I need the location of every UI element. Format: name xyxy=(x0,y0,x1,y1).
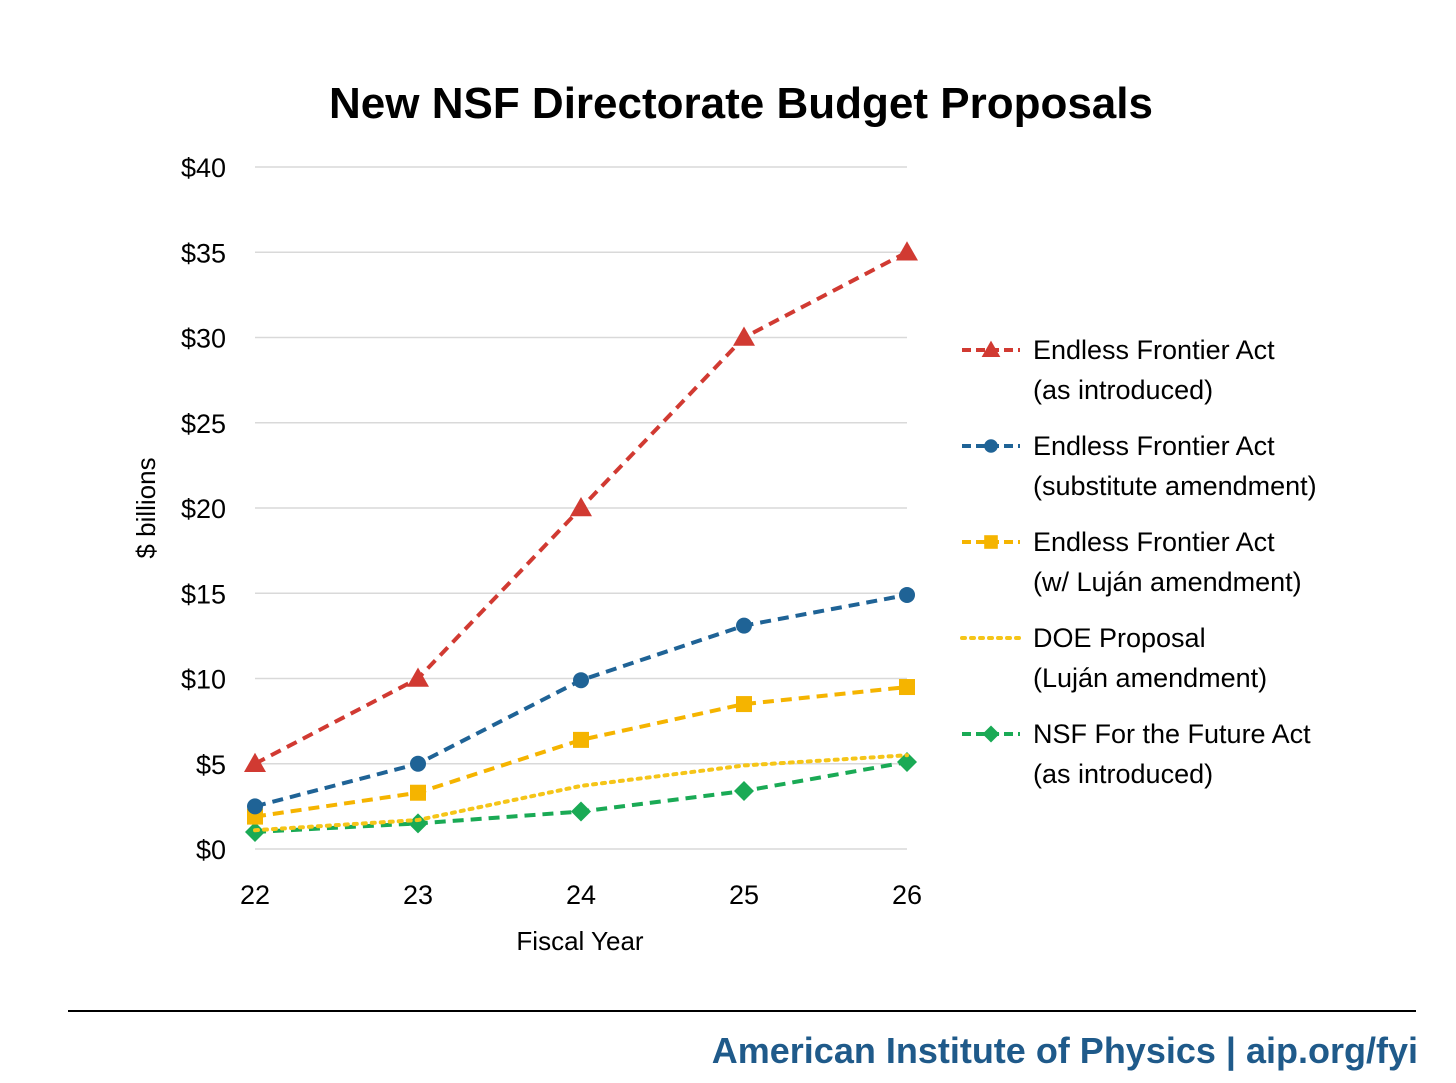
legend-label: Endless Frontier Act xyxy=(1033,431,1275,461)
triangle-marker xyxy=(570,497,592,517)
legend-label: (w/ Luján amendment) xyxy=(1033,567,1302,597)
circle-marker xyxy=(984,439,998,453)
legend-entry: DOE Proposal (Luján amendment) xyxy=(960,623,1267,693)
legend-label: Endless Frontier Act xyxy=(1033,527,1275,557)
legend-label: Endless Frontier Act xyxy=(1033,335,1275,365)
y-tick-label: $40 xyxy=(181,153,226,183)
circle-marker xyxy=(573,672,589,689)
x-tick-label: 23 xyxy=(403,880,433,910)
series-4 xyxy=(245,752,917,842)
series-0 xyxy=(244,241,918,772)
x-axis-ticks: 22 23 24 25 26 xyxy=(240,880,922,910)
y-tick-label: $0 xyxy=(196,835,226,865)
x-tick-label: 26 xyxy=(892,880,922,910)
legend-entry: Endless Frontier Act (w/ Luján amendment) xyxy=(962,527,1302,597)
diamond-marker xyxy=(897,752,917,773)
series-lines xyxy=(244,241,918,842)
chart-title: New NSF Directorate Budget Proposals xyxy=(329,79,1153,128)
legend: Endless Frontier Act(as introduced)Endle… xyxy=(960,335,1317,789)
x-axis-label: Fiscal Year xyxy=(516,926,644,956)
legend-label: (substitute amendment) xyxy=(1033,471,1317,501)
y-tick-label: $15 xyxy=(181,579,226,609)
circle-marker xyxy=(247,798,263,815)
y-tick-label: $20 xyxy=(181,494,226,524)
y-axis-label: $ billions xyxy=(131,457,161,558)
legend-label: DOE Proposal xyxy=(1033,623,1206,653)
circle-marker xyxy=(899,586,915,603)
square-marker xyxy=(899,679,915,696)
series-line xyxy=(254,685,908,819)
diamond-marker xyxy=(571,801,591,822)
series-line xyxy=(253,753,909,833)
legend-label: NSF For the Future Act xyxy=(1033,719,1311,749)
legend-entry: Endless Frontier Act (as introduced) xyxy=(962,335,1275,405)
x-tick-label: 24 xyxy=(566,880,596,910)
y-tick-label: $25 xyxy=(181,409,226,439)
square-marker xyxy=(984,535,998,549)
x-tick-label: 25 xyxy=(729,880,759,910)
y-tick-label: $35 xyxy=(181,238,226,268)
x-tick-label: 22 xyxy=(240,880,270,910)
legend-label: (as introduced) xyxy=(1033,759,1213,789)
legend-label: (as introduced) xyxy=(1033,375,1213,405)
square-marker xyxy=(410,784,426,801)
diamond-marker xyxy=(982,725,1000,743)
circle-marker xyxy=(410,755,426,772)
triangle-marker xyxy=(981,340,1001,358)
legend-label: (Luján amendment) xyxy=(1033,663,1267,693)
triangle-marker xyxy=(896,241,918,261)
y-tick-label: $30 xyxy=(181,324,226,354)
y-tick-label: $5 xyxy=(196,750,226,780)
square-marker xyxy=(736,696,752,713)
y-axis-ticks: $0 $5 $10 $15 $20 $25 $30 $35 $40 xyxy=(181,153,226,865)
series-line xyxy=(254,592,908,809)
legend-entry: Endless Frontier Act (substitute amendmen… xyxy=(962,431,1317,501)
square-marker xyxy=(573,731,589,748)
triangle-marker xyxy=(733,326,755,346)
triangle-marker xyxy=(407,667,429,687)
circle-marker xyxy=(736,617,752,634)
diamond-marker xyxy=(734,781,754,802)
diamond-marker xyxy=(408,813,428,834)
footer-credit: American Institute of Physics | aip.org/… xyxy=(712,1030,1418,1072)
y-tick-label: $10 xyxy=(181,665,226,695)
series-1 xyxy=(247,586,915,815)
legend-entry: NSF For the Future Act (as introduced) xyxy=(962,719,1311,789)
triangle-marker xyxy=(244,752,266,772)
series-3 xyxy=(253,753,909,833)
